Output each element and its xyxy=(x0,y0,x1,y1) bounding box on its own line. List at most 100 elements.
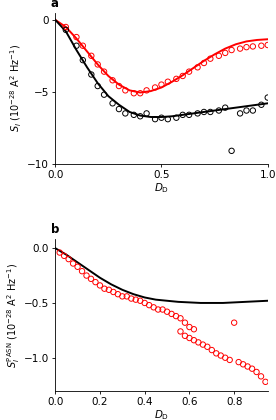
Text: a: a xyxy=(51,0,59,10)
Point xyxy=(178,328,183,335)
Point xyxy=(227,357,232,363)
Point xyxy=(238,45,242,52)
Point xyxy=(166,116,170,123)
Point xyxy=(98,282,102,289)
Point xyxy=(165,308,169,315)
Point xyxy=(250,365,254,372)
Point xyxy=(159,114,164,121)
Point xyxy=(117,106,121,113)
Point xyxy=(74,34,79,40)
Point xyxy=(124,293,129,300)
Point xyxy=(89,276,93,282)
Point xyxy=(259,101,264,108)
Point xyxy=(138,90,142,97)
Point xyxy=(117,83,121,89)
Y-axis label: $S_I^{\mathrm{PASN}}$ (10$^{-28}$ A$^2$ Hz$^{-1}$): $S_I^{\mathrm{PASN}}$ (10$^{-28}$ A$^2$ … xyxy=(6,262,22,368)
Point xyxy=(116,291,120,297)
Point xyxy=(263,378,268,385)
Point xyxy=(196,339,201,346)
Point xyxy=(187,68,191,75)
Point xyxy=(107,286,111,293)
Point xyxy=(208,55,213,62)
Point xyxy=(160,306,165,313)
Point xyxy=(169,310,174,317)
Point xyxy=(63,26,68,33)
Point xyxy=(93,279,98,286)
Point xyxy=(205,344,209,350)
Point xyxy=(202,109,206,116)
Point xyxy=(153,116,157,123)
Point xyxy=(67,256,71,262)
Point xyxy=(120,293,124,300)
Point xyxy=(84,272,89,279)
Point xyxy=(244,44,249,50)
Text: b: b xyxy=(51,223,59,236)
Point xyxy=(152,304,156,311)
Point xyxy=(138,113,142,120)
Point xyxy=(71,260,75,267)
Point xyxy=(245,363,250,370)
Point xyxy=(187,111,191,118)
Point xyxy=(238,110,242,117)
Point xyxy=(63,24,68,30)
Point xyxy=(102,285,107,292)
Point xyxy=(214,350,219,357)
Point xyxy=(62,252,66,259)
Point xyxy=(251,43,255,50)
Point xyxy=(229,147,234,154)
Point xyxy=(223,50,227,56)
Point xyxy=(266,42,270,48)
Point xyxy=(81,57,85,63)
Point xyxy=(153,84,157,91)
Point xyxy=(132,90,136,97)
Point xyxy=(219,352,223,359)
Point xyxy=(142,299,147,306)
Point xyxy=(144,110,149,117)
Point xyxy=(174,313,178,320)
Point xyxy=(181,73,185,79)
Point xyxy=(174,76,179,82)
Point xyxy=(259,373,263,380)
Point xyxy=(74,42,79,49)
Point xyxy=(111,289,116,295)
Point xyxy=(89,52,94,59)
Point xyxy=(183,333,187,339)
Point xyxy=(254,369,259,375)
Point xyxy=(166,79,170,85)
Point xyxy=(57,249,62,256)
Point xyxy=(202,60,206,66)
Point xyxy=(102,68,106,75)
Point xyxy=(251,107,255,114)
Point xyxy=(132,111,136,118)
Point xyxy=(223,104,227,111)
Point xyxy=(147,302,151,309)
Point xyxy=(110,77,115,84)
Point xyxy=(174,114,179,121)
Point xyxy=(129,295,134,302)
Point xyxy=(123,87,128,94)
Point xyxy=(217,52,221,59)
Point xyxy=(181,111,185,118)
Point xyxy=(95,83,100,89)
Point xyxy=(138,297,142,304)
Point xyxy=(259,42,264,49)
Point xyxy=(102,91,106,98)
Point xyxy=(208,109,213,116)
Point xyxy=(232,319,236,326)
Point xyxy=(95,61,100,68)
Point xyxy=(178,315,183,322)
Point xyxy=(110,100,115,107)
Point xyxy=(229,47,234,53)
Point xyxy=(156,306,160,313)
X-axis label: $D_{\mathrm{D}}$: $D_{\mathrm{D}}$ xyxy=(154,408,169,420)
Point xyxy=(192,337,196,344)
Point xyxy=(159,81,164,88)
Point xyxy=(123,110,128,117)
Point xyxy=(81,42,85,49)
Point xyxy=(134,296,138,303)
Point xyxy=(223,354,227,361)
Point xyxy=(195,110,200,117)
Point xyxy=(75,263,80,270)
X-axis label: $D_{\mathrm{D}}$: $D_{\mathrm{D}}$ xyxy=(154,181,169,195)
Point xyxy=(241,361,245,368)
